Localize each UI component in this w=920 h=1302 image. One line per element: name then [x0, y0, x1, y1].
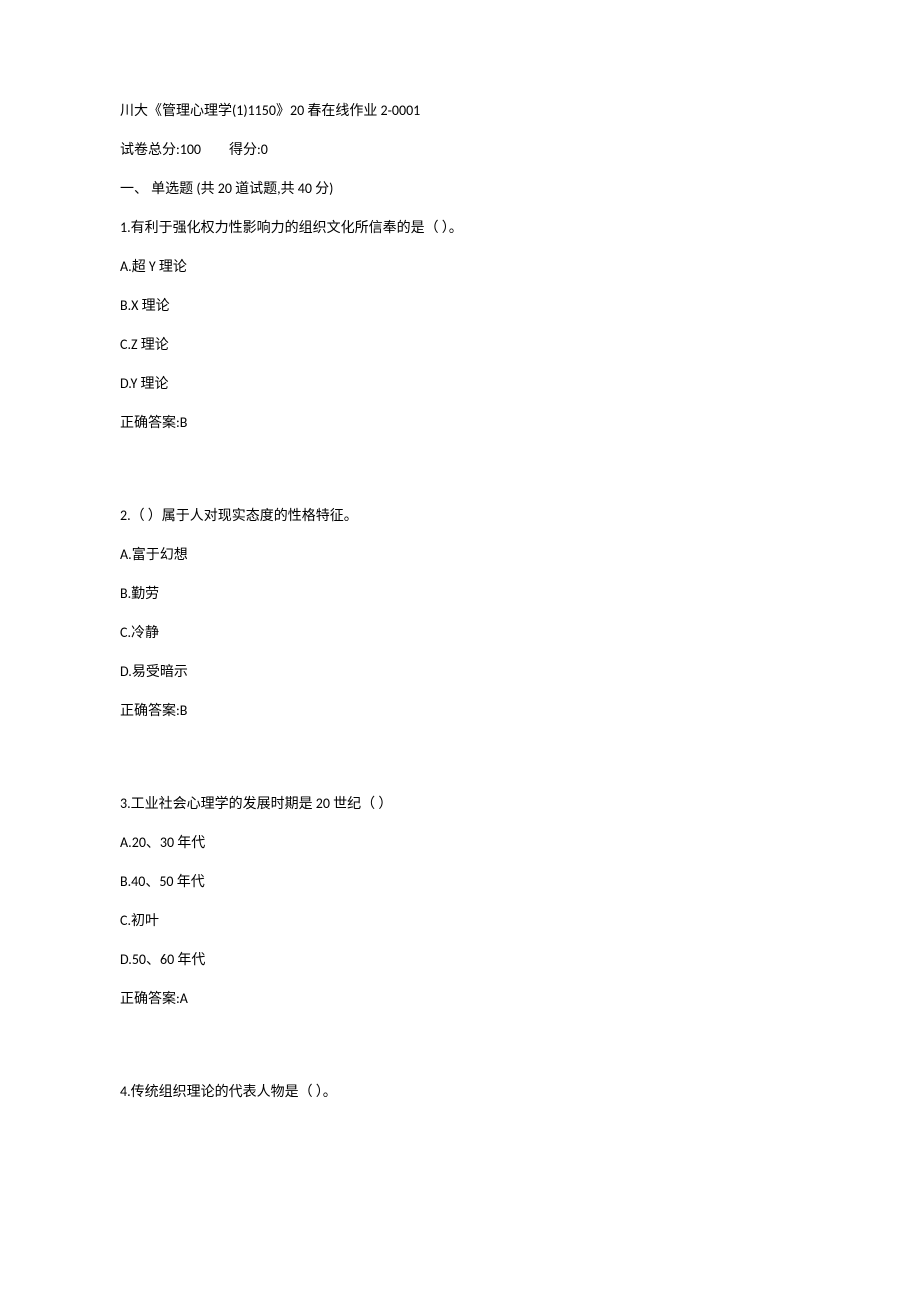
option-b: B.40、50 年代 — [120, 871, 800, 892]
correct-answer: 正确答案:A — [120, 988, 800, 1009]
question-block-2: 2.（ ）属于人对现实态度的性格特征。 A.富于幻想 B.勤劳 C.冷静 D.易… — [120, 505, 800, 721]
option-d: D.50、60 年代 — [120, 949, 800, 970]
question-text: 4.传统组织理论的代表人物是（ ）。 — [120, 1081, 800, 1102]
question-text: 1.有利于强化权力性影响力的组织文化所信奉的是（ ）。 — [120, 217, 800, 238]
option-a: A.20、30 年代 — [120, 832, 800, 853]
option-c: C.Z 理论 — [120, 334, 800, 355]
score-line: 试卷总分:100 得分:0 — [120, 139, 800, 160]
question-text: 2.（ ）属于人对现实态度的性格特征。 — [120, 505, 800, 526]
option-d: D.易受暗示 — [120, 661, 800, 682]
spacer — [120, 451, 800, 505]
total-score-label: 试卷总分:100 — [120, 141, 201, 158]
option-b: B.勤劳 — [120, 583, 800, 604]
correct-answer: 正确答案:B — [120, 700, 800, 721]
option-b: B.X 理论 — [120, 295, 800, 316]
option-c: C.冷静 — [120, 622, 800, 643]
option-a: A.富于幻想 — [120, 544, 800, 565]
question-block-3: 3.工业社会心理学的发展时期是 20 世纪（ ） A.20、30 年代 B.40… — [120, 793, 800, 1009]
spacer — [120, 1027, 800, 1081]
option-c: C.初叶 — [120, 910, 800, 931]
question-block-1: 1.有利于强化权力性影响力的组织文化所信奉的是（ ）。 A.超 Y 理论 B.X… — [120, 217, 800, 433]
question-block-4: 4.传统组织理论的代表人物是（ ）。 — [120, 1081, 800, 1102]
correct-answer: 正确答案:B — [120, 412, 800, 433]
exam-title: 川大《管理心理学(1)1150》20 春在线作业 2-0001 — [120, 100, 800, 121]
score-label: 得分:0 — [229, 141, 268, 158]
question-text: 3.工业社会心理学的发展时期是 20 世纪（ ） — [120, 793, 800, 814]
spacer — [120, 739, 800, 793]
option-a: A.超 Y 理论 — [120, 256, 800, 277]
section-heading: 一、 单选题 (共 20 道试题,共 40 分) — [120, 178, 800, 199]
option-d: D.Y 理论 — [120, 373, 800, 394]
